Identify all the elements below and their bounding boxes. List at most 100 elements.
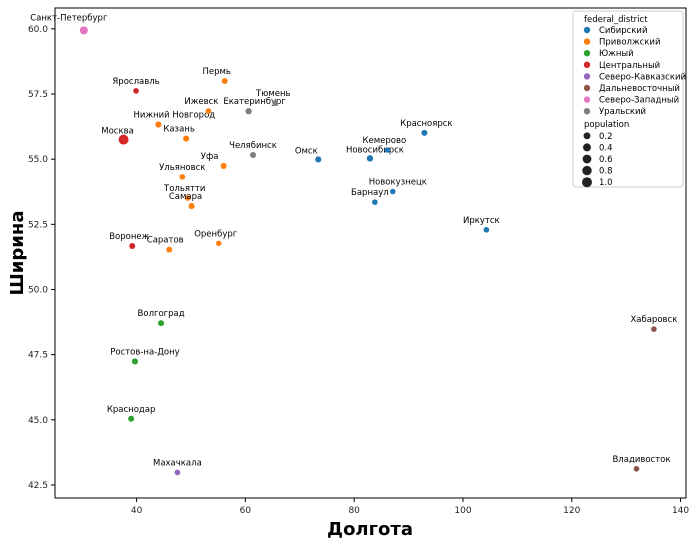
- point-label: Красноярск: [400, 119, 452, 129]
- legend-swatch: [583, 38, 591, 45]
- point-label: Волгоград: [138, 309, 185, 319]
- point-label: Тольятти: [163, 184, 205, 194]
- y-axis-label: Ширина: [7, 211, 28, 296]
- point-label: Краснодар: [107, 405, 156, 415]
- x-tick-label: 80: [348, 506, 360, 516]
- data-point: [158, 320, 165, 327]
- data-point: [220, 162, 227, 169]
- y-tick-label: 60.0: [28, 25, 48, 35]
- legend-size-swatch: [583, 143, 591, 152]
- legend-size-swatch: [582, 165, 592, 176]
- data-point: [183, 135, 190, 142]
- point-label: Владивосток: [612, 455, 670, 465]
- legend-swatch: [583, 96, 591, 103]
- point-label: Санкт-Петербург: [30, 13, 108, 23]
- data-point: [651, 326, 657, 332]
- legend-swatch: [583, 26, 591, 34]
- point-label: Ярославль: [112, 77, 159, 87]
- point-label: Екатеринбург: [223, 97, 286, 107]
- legend-swatch: [583, 73, 591, 80]
- data-point: [188, 203, 195, 210]
- legend-size-swatch: [582, 177, 592, 188]
- point-label: Хабаровск: [630, 315, 677, 325]
- point-label: Воронеж: [109, 232, 149, 242]
- data-point: [133, 88, 139, 94]
- y-tick-label: 55.0: [28, 155, 48, 165]
- legend-size-entry: 0.6: [599, 155, 613, 165]
- data-point: [215, 240, 222, 247]
- data-point: [129, 242, 136, 249]
- point-label: Пермь: [202, 67, 230, 77]
- y-tick-label: 52.5: [28, 220, 48, 230]
- legend-swatch: [583, 108, 591, 115]
- x-axis: 40 60 80 100 120 140: [131, 498, 689, 516]
- data-point: [184, 195, 191, 201]
- point-label: Москва: [101, 127, 134, 137]
- legend-size-entry: 0.8: [599, 167, 613, 177]
- legend-swatch: [583, 84, 591, 92]
- x-tick-label: 100: [454, 506, 471, 516]
- plot-frame: [54, 7, 687, 499]
- data-point: [174, 469, 181, 476]
- data-point: [272, 100, 279, 107]
- data-point: [221, 77, 228, 84]
- data-point: [131, 358, 139, 365]
- point-label: Новосибирск: [346, 145, 404, 155]
- legend-entry: Дальневосточный: [599, 84, 680, 94]
- legend-box: [572, 10, 684, 188]
- y-tick-label: 57.5: [28, 90, 48, 100]
- point-label: Тюмень: [255, 89, 291, 99]
- legend-swatch: [583, 61, 591, 68]
- point-label: Махачкала: [153, 458, 202, 468]
- point-label: Саратов: [147, 236, 184, 246]
- point-label: Барнаул: [351, 188, 389, 198]
- legend-entry: Уральский: [599, 107, 646, 117]
- data-point: [79, 26, 88, 35]
- legend-entry: Сибирский: [599, 26, 647, 36]
- point-label: Ижевск: [184, 97, 218, 107]
- chart-marks: Санкт-Петербург Москва Ярославль Воронеж Ниж…: [30, 13, 677, 476]
- data-point: [384, 147, 391, 153]
- point-label: Ульяновск: [159, 163, 205, 173]
- x-axis-label: Долгота: [327, 519, 413, 540]
- point-label: Оренбург: [194, 229, 238, 239]
- point-label: Казань: [163, 125, 195, 135]
- x-tick-label: 60: [240, 506, 252, 516]
- point-label: Самара: [169, 192, 202, 202]
- x-tick-label: 40: [131, 506, 143, 516]
- point-label: Кемерово: [363, 136, 407, 146]
- data-point: [366, 155, 374, 162]
- point-label: Ростов-на-Дону: [110, 347, 180, 357]
- data-point: [155, 121, 162, 128]
- data-point: [372, 199, 378, 206]
- point-label: Челябинск: [229, 141, 277, 151]
- data-point: [166, 246, 173, 253]
- point-label: Омск: [295, 146, 318, 156]
- data-point: [118, 134, 129, 145]
- legend-size-entry: 0.2: [599, 132, 613, 142]
- point-label: Нижний Новгород: [134, 111, 216, 121]
- data-point: [205, 108, 212, 114]
- legend-entry: Южный: [599, 49, 634, 59]
- x-tick-label: 120: [563, 506, 580, 516]
- y-tick-label: 50.0: [28, 285, 48, 295]
- y-axis: 42.5 45.0 47.5 50.0 52.5 55.0 57.5 60.0: [28, 25, 55, 491]
- point-label: Новокузнецк: [369, 177, 427, 187]
- legend-size-title: population: [584, 120, 629, 130]
- legend-entry: Северо-Кавказский: [599, 72, 686, 82]
- legend-size-entry: 1.0: [599, 178, 613, 188]
- data-point: [633, 465, 640, 472]
- legend-size-swatch: [583, 132, 591, 140]
- legend-entry: Приволжский: [599, 38, 660, 48]
- data-point: [390, 188, 396, 195]
- point-label: Уфа: [201, 152, 219, 162]
- legend-swatch: [583, 50, 591, 57]
- data-point: [315, 156, 322, 163]
- data-point: [249, 151, 257, 159]
- y-tick-label: 47.5: [28, 351, 48, 361]
- y-tick-label: 45.0: [28, 416, 48, 426]
- legend-entry: Северо-Западный: [599, 96, 679, 106]
- point-label: Иркутск: [463, 216, 500, 226]
